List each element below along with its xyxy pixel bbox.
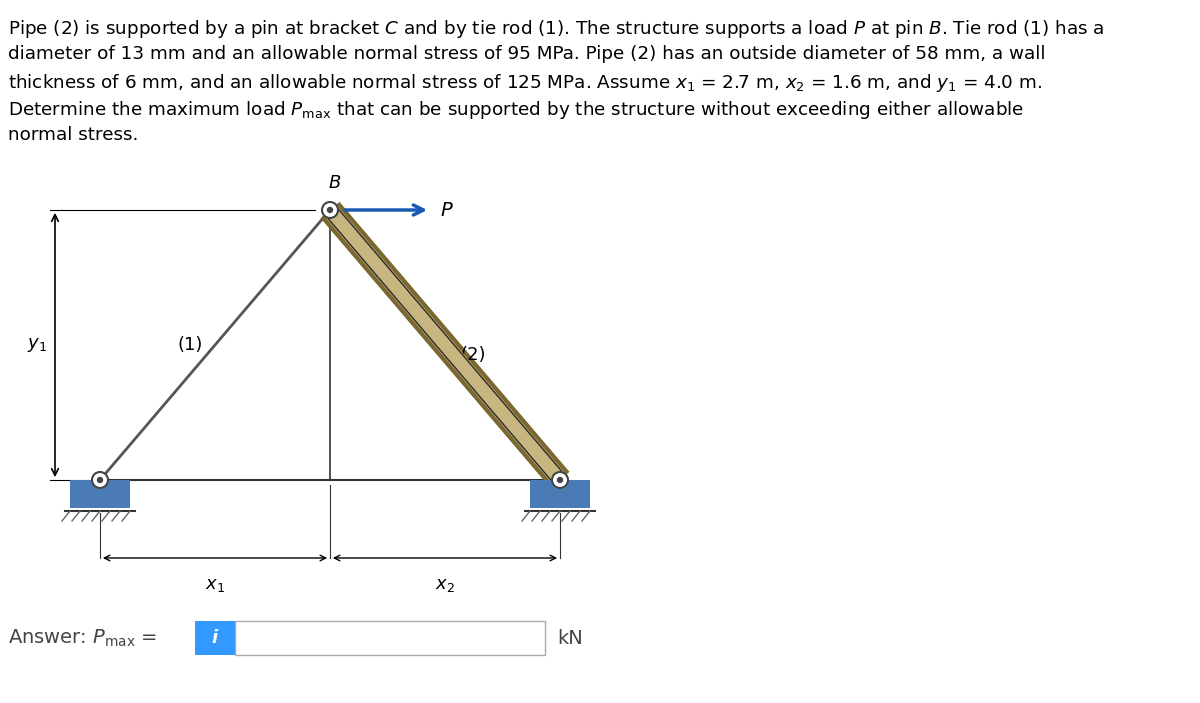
Bar bbox=[530, 480, 590, 508]
Circle shape bbox=[97, 477, 102, 482]
Text: Answer: $P_\mathrm{max}$ =: Answer: $P_\mathrm{max}$ = bbox=[8, 627, 157, 649]
Text: i: i bbox=[212, 629, 218, 647]
Text: $y_1$: $y_1$ bbox=[28, 336, 47, 354]
Text: $A$: $A$ bbox=[72, 485, 86, 503]
Text: $x_2$: $x_2$ bbox=[436, 576, 455, 594]
Text: (1): (1) bbox=[178, 336, 203, 354]
Text: Pipe (2) is supported by a pin at bracket $C$ and by tie rod (1). The structure : Pipe (2) is supported by a pin at bracke… bbox=[8, 18, 1104, 40]
Text: Determine the maximum load $P_\mathrm{max}$ that can be supported by the structu: Determine the maximum load $P_\mathrm{ma… bbox=[8, 99, 1024, 121]
Text: normal stress.: normal stress. bbox=[8, 126, 138, 144]
Text: $C$: $C$ bbox=[574, 485, 588, 503]
Circle shape bbox=[328, 207, 332, 212]
Circle shape bbox=[92, 472, 108, 488]
Circle shape bbox=[322, 202, 338, 218]
Circle shape bbox=[558, 477, 563, 482]
Text: $B$: $B$ bbox=[329, 174, 342, 192]
Bar bbox=[235, 621, 545, 655]
Text: (2): (2) bbox=[461, 346, 486, 364]
Text: thickness of 6 mm, and an allowable normal stress of 125 MPa. Assume $x_1$ = 2.7: thickness of 6 mm, and an allowable norm… bbox=[8, 72, 1043, 94]
Text: kN: kN bbox=[557, 628, 583, 647]
Bar bbox=[194, 621, 235, 655]
Circle shape bbox=[552, 472, 568, 488]
Bar bbox=[70, 480, 130, 508]
Text: $x_1$: $x_1$ bbox=[205, 576, 224, 594]
Text: $P$: $P$ bbox=[440, 200, 454, 219]
Text: diameter of 13 mm and an allowable normal stress of 95 MPa. Pipe (2) has an outs: diameter of 13 mm and an allowable norma… bbox=[8, 45, 1045, 63]
